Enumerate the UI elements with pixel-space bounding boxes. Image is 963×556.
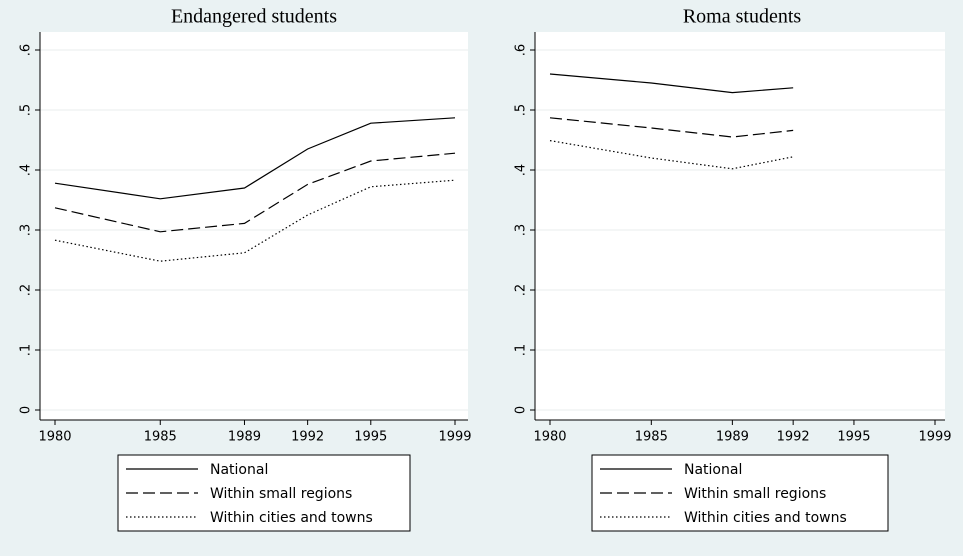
y-tick-label: .3 [514, 224, 529, 236]
y-tick-label: .4 [19, 164, 34, 176]
chart-title: Roma students [683, 6, 802, 28]
y-tick-label: .2 [19, 284, 34, 296]
legend-label: Within small regions [684, 486, 826, 502]
x-tick-label: 1980 [533, 430, 566, 445]
y-tick-label: .3 [19, 224, 34, 236]
x-tick-label: 1992 [291, 430, 324, 445]
series-line [54, 117, 456, 200]
legend-label: Within small regions [210, 486, 352, 502]
legend-label: Within cities and towns [210, 510, 373, 526]
y-tick-label: 0 [19, 406, 34, 414]
y-tick-label: .5 [19, 104, 34, 116]
y-tick-label: .1 [514, 344, 529, 356]
series-line [54, 152, 456, 233]
x-tick-label: 1999 [918, 430, 951, 445]
x-tick-label: 1995 [837, 430, 870, 445]
series-line [549, 117, 794, 138]
x-tick-label: 1995 [354, 430, 387, 445]
series-line [54, 179, 456, 262]
y-tick-label: .5 [514, 104, 529, 116]
legend-label: National [210, 462, 268, 478]
chart-title: Endangered students [171, 6, 337, 28]
x-tick-label: 1992 [777, 430, 810, 445]
y-tick-label: .4 [514, 164, 529, 176]
y-tick-label: 0 [514, 406, 529, 414]
x-tick-label: 1985 [635, 430, 668, 445]
plot-area [535, 32, 945, 420]
x-tick-label: 1985 [144, 430, 177, 445]
plot-area [40, 32, 468, 420]
legend-label: National [684, 462, 742, 478]
y-tick-label: .6 [514, 44, 529, 56]
series-line [549, 73, 794, 94]
x-tick-label: 1999 [438, 430, 471, 445]
y-tick-label: .6 [19, 44, 34, 56]
y-tick-label: .2 [514, 284, 529, 296]
x-tick-label: 1989 [716, 430, 749, 445]
x-tick-label: 1989 [228, 430, 261, 445]
y-tick-label: .1 [19, 344, 34, 356]
x-tick-label: 1980 [38, 430, 71, 445]
legend-label: Within cities and towns [684, 510, 847, 526]
